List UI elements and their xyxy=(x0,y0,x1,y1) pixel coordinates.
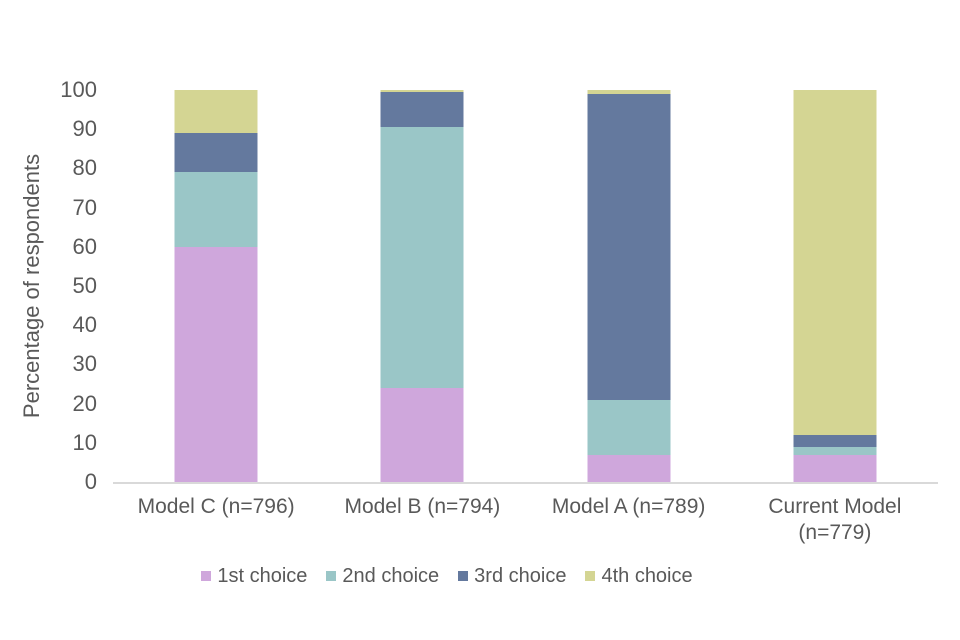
bar-slot xyxy=(319,90,525,482)
x-axis-labels: Model C (n=796) Model B (n=794) Model A (n… xyxy=(113,494,938,546)
bar-segment xyxy=(793,90,877,435)
legend-swatch xyxy=(458,571,469,581)
legend-item: 2nd choice xyxy=(326,564,439,588)
x-label-cell: Model B (n=794) xyxy=(319,494,525,546)
bar-segment xyxy=(174,133,258,173)
stacked-bar xyxy=(587,90,671,482)
bar-segment xyxy=(793,454,877,482)
legend: 1st choice 2nd choice 3rd choice 4th choice xyxy=(0,564,894,588)
bar-segment xyxy=(380,387,464,482)
x-label-cell: Model A (n=789) xyxy=(526,494,732,546)
bar-segment xyxy=(587,90,671,94)
stacked-bar xyxy=(380,90,464,482)
legend-item: 4th choice xyxy=(585,564,693,588)
legend-swatch xyxy=(326,571,337,581)
bar-slot xyxy=(526,90,732,482)
bar-segment xyxy=(587,454,671,482)
y-tick-label: 90 xyxy=(72,116,97,142)
stacked-bar xyxy=(174,90,258,482)
legend-item: 1st choice xyxy=(201,564,307,588)
x-category-label: Model C (n=796) xyxy=(137,495,295,518)
legend-label: 3rd choice xyxy=(474,565,567,587)
y-tick-label: 10 xyxy=(72,429,97,455)
bar-segment xyxy=(174,246,258,482)
bar-segment xyxy=(380,91,464,128)
bar-slot xyxy=(113,90,319,482)
y-tick-label: 70 xyxy=(72,194,97,220)
x-category-label: Model B (n=794) xyxy=(344,495,501,518)
y-tick-label: 0 xyxy=(84,469,97,494)
bar-segment xyxy=(174,90,258,134)
bar-slot xyxy=(732,90,938,482)
x-label-cell: Model C (n=796) xyxy=(113,494,319,546)
y-tick-label: 30 xyxy=(72,351,97,377)
bar-segment xyxy=(587,93,671,400)
y-tick-label: 100 xyxy=(60,77,97,102)
bar-segment xyxy=(380,127,464,388)
bar-segment xyxy=(174,172,258,247)
stacked-bar xyxy=(793,90,877,482)
x-category-label: Model A (n=789) xyxy=(551,495,706,518)
legend-label: 1st choice xyxy=(217,565,308,587)
legend-item: 3rd choice xyxy=(458,564,566,588)
legend-swatch xyxy=(585,571,596,581)
bar-segment xyxy=(587,399,671,455)
legend-label: 4th choice xyxy=(601,565,693,587)
y-tick-label: 50 xyxy=(72,273,97,298)
y-tick-label: 40 xyxy=(72,312,97,338)
y-axis-tick-labels: 0 10 20 30 40 50 60 70 80 90 100 xyxy=(0,0,100,640)
x-axis-line xyxy=(113,482,938,484)
legend-label: 2nd choice xyxy=(342,565,440,587)
legend-swatch xyxy=(201,571,212,581)
y-tick-label: 60 xyxy=(72,233,97,259)
x-category-label: Current Model (n=779) xyxy=(768,495,902,544)
y-tick-label: 80 xyxy=(72,155,97,181)
bar-segment xyxy=(793,446,877,455)
plot-area xyxy=(113,90,938,484)
bar-segment xyxy=(793,434,877,447)
y-tick-label: 20 xyxy=(72,390,97,416)
x-label-cell: Current Model (n=779) xyxy=(732,494,938,546)
bar-segment xyxy=(380,90,464,92)
